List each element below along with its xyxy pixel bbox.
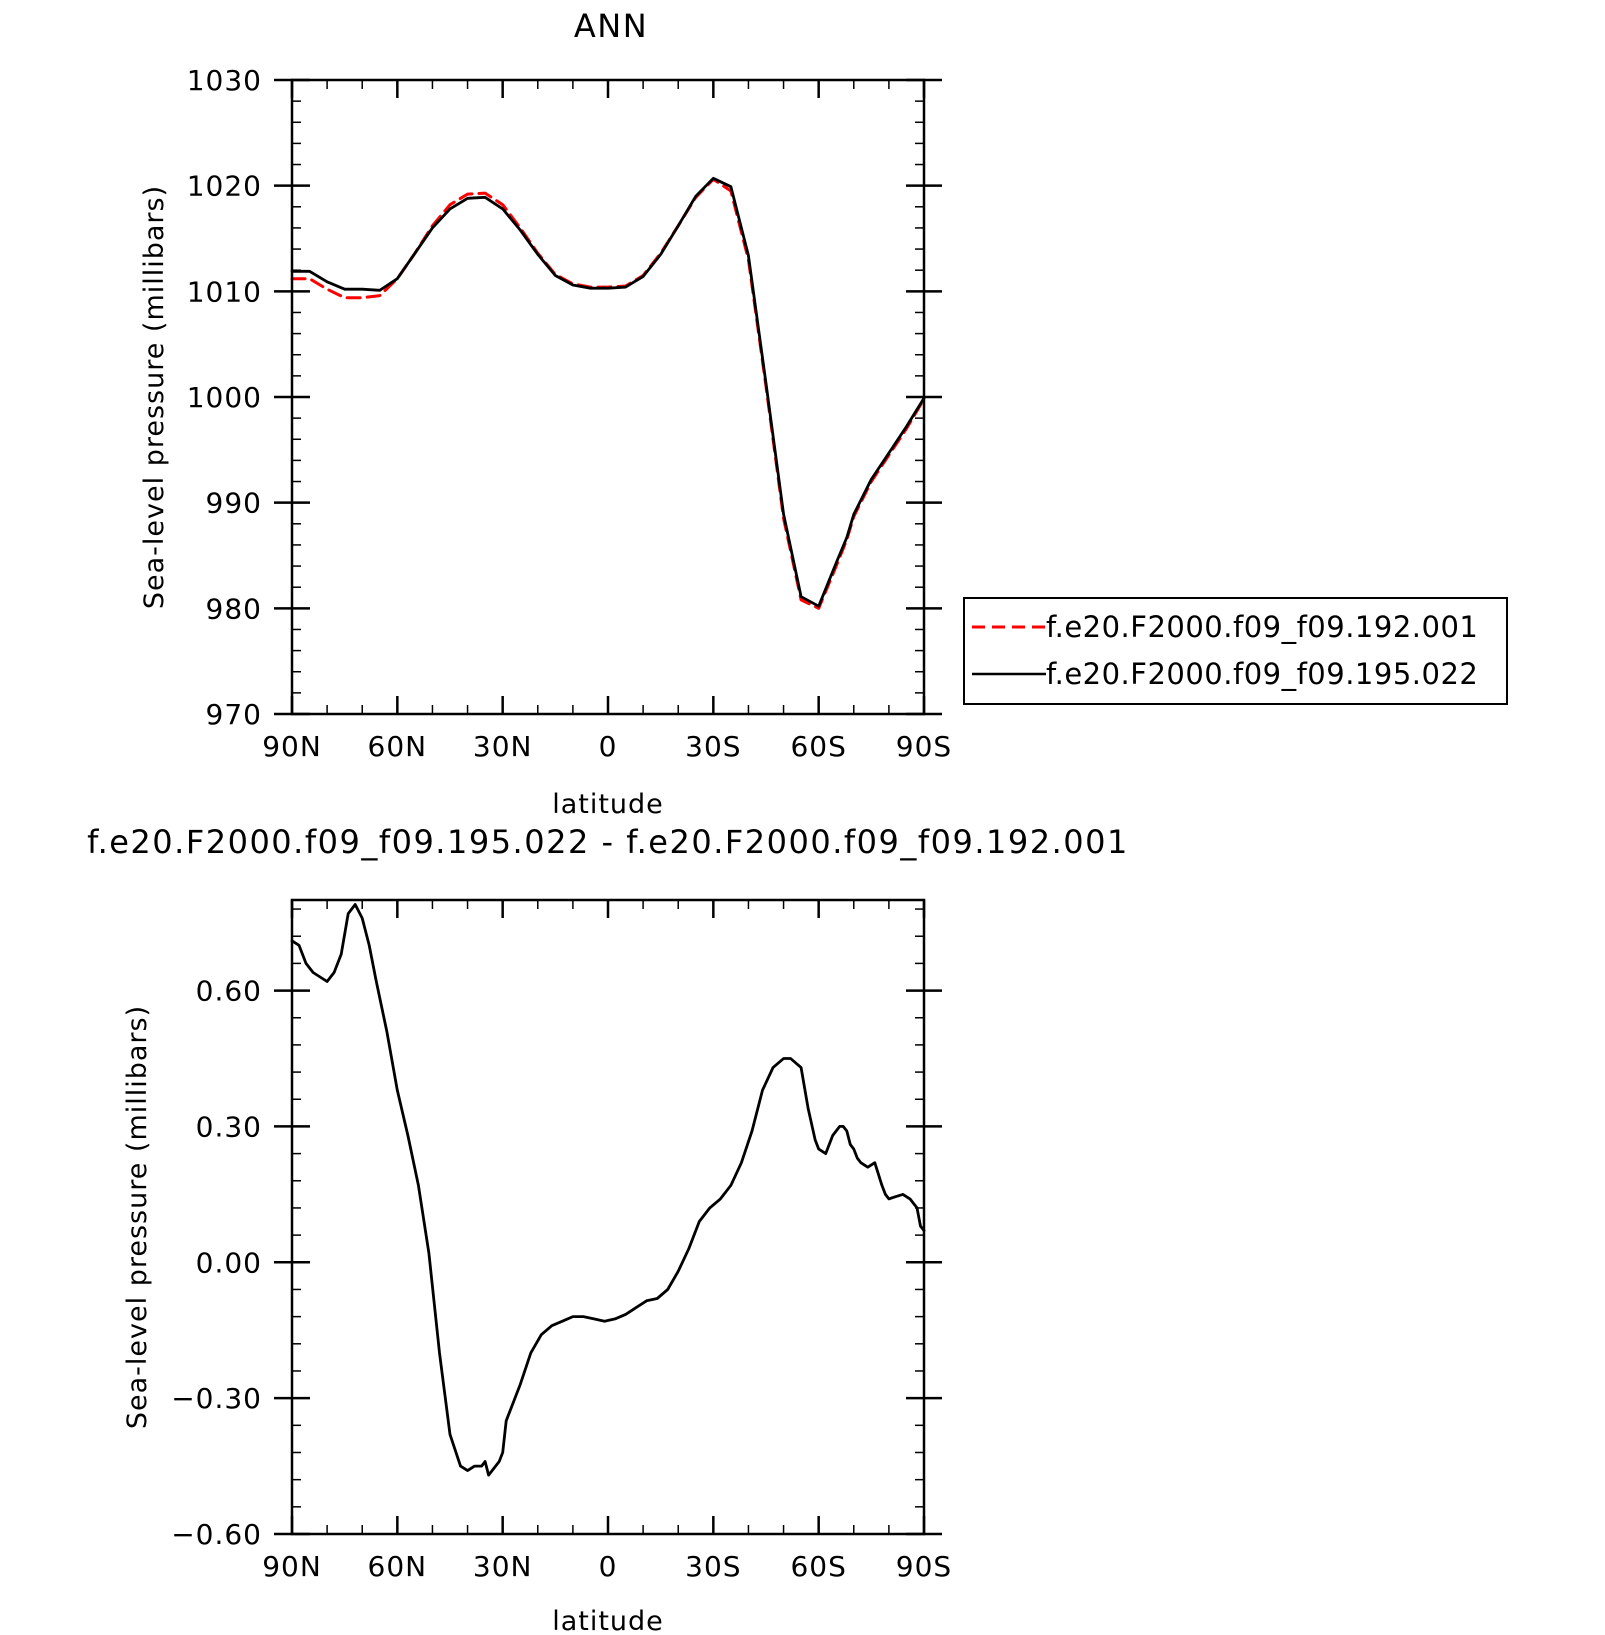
bottom-axis-ticks: 90N 60N 30N 0 30S 60S 90S −0.60 −0.30 0.00 0.30 0.6… — [171, 900, 952, 1583]
top-y-tick-label: 970 — [206, 698, 262, 731]
top-y-tick-label: 990 — [206, 487, 262, 520]
bottom-x-tick-label: 30S — [685, 1550, 741, 1583]
bottom-series-group — [290, 903, 926, 1477]
legend-label-series-192: f.e20.F2000.f09_f09.192.001 — [1046, 610, 1478, 644]
bottom-x-tick-label: 30N — [473, 1550, 533, 1583]
bottom-x-tick-label: 60N — [368, 1550, 428, 1583]
bottom-x-tick-label: 90S — [896, 1550, 952, 1583]
top-series-line-1 — [290, 177, 926, 610]
bottom-difference-chart: f.e20.F2000.f09_f09.195.022 - f.e20.F200… — [87, 823, 1129, 1635]
bottom-y-tick-label: 0.60 — [196, 975, 262, 1008]
bottom-chart-title: f.e20.F2000.f09_f09.195.022 - f.e20.F200… — [87, 823, 1129, 861]
top-y-tick-label: 1000 — [187, 381, 262, 414]
bottom-plot-frame — [290, 898, 926, 1536]
bottom-y-tick-label: −0.60 — [171, 1518, 262, 1551]
top-y-axis-title: Sea-level pressure (millibars) — [139, 185, 170, 609]
top-axis-ticks: 90N 60N 30N 0 30S 60S 90S 970 980 990 1000 1010 1020… — [187, 64, 952, 763]
top-series-group — [290, 176, 926, 610]
legend-box — [963, 597, 1508, 705]
bottom-x-tick-label: 90N — [262, 1550, 322, 1583]
top-x-tick-label: 60S — [790, 730, 846, 763]
bottom-y-tick-label: 0.00 — [196, 1246, 262, 1279]
bottom-y-tick-label: 0.30 — [196, 1110, 262, 1143]
top-y-tick-label: 1030 — [187, 64, 262, 97]
bottom-y-tick-label: −0.30 — [171, 1382, 262, 1415]
bottom-x-axis-title: latitude — [552, 1606, 664, 1635]
bottom-y-axis-title: Sea-level pressure (millibars) — [122, 1005, 153, 1429]
top-line-chart: ANN 90N 60N 30N 0 30S 60S 90S 970 980 990 1000 1010… — [139, 7, 1508, 820]
legend-label-series-195: f.e20.F2000.f09_f09.195.022 — [1046, 657, 1478, 691]
top-y-tick-label: 1020 — [187, 170, 262, 203]
top-y-tick-label: 1010 — [187, 275, 262, 308]
bottom-series-line-1 — [290, 903, 926, 1477]
top-x-tick-label: 30S — [685, 730, 741, 763]
top-x-tick-label: 90N — [262, 730, 322, 763]
top-x-tick-label: 0 — [599, 730, 618, 763]
top-y-tick-label: 980 — [206, 592, 262, 625]
top-x-tick-label: 30N — [473, 730, 533, 763]
top-x-tick-label: 60N — [368, 730, 428, 763]
top-x-axis-title: latitude — [552, 789, 664, 820]
top-chart-title: ANN — [574, 7, 648, 45]
top-plot-frame — [290, 78, 926, 716]
top-x-tick-label: 90S — [896, 730, 952, 763]
top-series-line-2 — [290, 176, 926, 608]
bottom-x-tick-label: 0 — [599, 1550, 618, 1583]
bottom-x-tick-label: 60S — [790, 1550, 846, 1583]
legend: f.e20.F2000.f09_f09.192.001 f.e20.F2000.… — [963, 597, 1508, 705]
